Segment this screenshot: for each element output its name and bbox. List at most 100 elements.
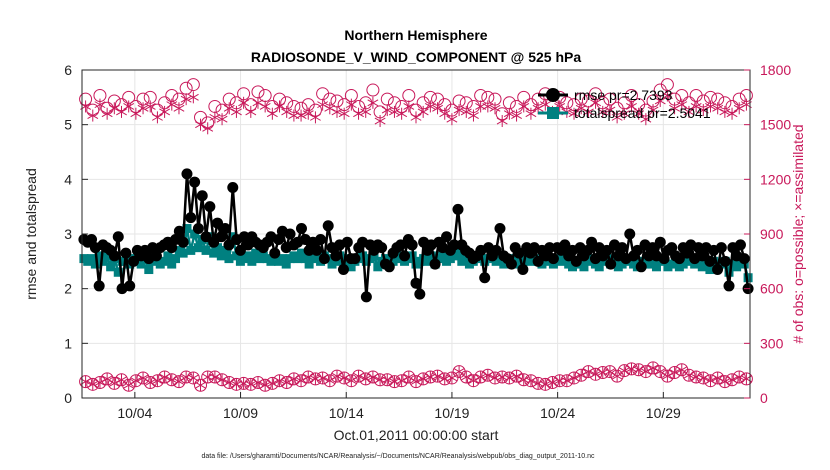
totalspread-point — [705, 265, 715, 275]
rmse-point — [200, 231, 212, 243]
assimilated-lower-point — [245, 378, 257, 391]
assimilated-point — [626, 100, 637, 113]
y-axis-label: rmse and totalspread — [23, 168, 39, 300]
x-tick-label: 10/09 — [223, 405, 258, 421]
assimilated-point — [618, 107, 630, 120]
assimilated-point — [381, 104, 393, 117]
totalspread-point — [87, 254, 97, 264]
totalspread-point — [190, 229, 200, 239]
assimilated-point — [396, 107, 408, 120]
assimilated-point — [123, 100, 135, 113]
assimilated-point — [446, 113, 458, 126]
rmse-point — [494, 223, 506, 235]
y-tick-label: 6 — [64, 62, 72, 78]
rmse-point — [647, 242, 659, 254]
rmse-point — [544, 242, 556, 254]
rmse-point — [513, 247, 525, 259]
rmse-point — [349, 253, 361, 265]
assimilated-point — [202, 122, 214, 135]
totalspread-point — [201, 245, 211, 255]
x-axis-label: Oct.01,2011 00:00:00 start — [334, 427, 499, 443]
assimilated-point — [216, 113, 228, 126]
assimilated-point — [568, 107, 580, 120]
totalspread-point — [426, 251, 436, 261]
totalspread-point — [171, 254, 181, 264]
y2-tick-label: 900 — [760, 226, 784, 242]
assimilated-lower-point — [144, 376, 156, 389]
assimilated-point — [482, 100, 494, 113]
assimilated-point — [187, 91, 199, 104]
rmse-point — [120, 247, 132, 259]
rmse-point — [505, 258, 517, 270]
assimilated-lower-point — [733, 371, 745, 384]
rmse-point — [337, 264, 349, 276]
assimilated-point — [676, 98, 688, 111]
rmse-point — [108, 250, 120, 262]
assimilated-point — [130, 107, 142, 120]
rmse-point — [692, 242, 704, 254]
assimilated-lower-point — [611, 370, 623, 383]
assimilated-lower-point — [360, 372, 372, 385]
assimilated-lower-point — [525, 374, 537, 387]
assimilated-lower-point — [705, 374, 716, 387]
rmse-point — [212, 217, 224, 229]
rmse-point — [490, 244, 502, 256]
rmse-point — [559, 239, 571, 251]
assimilated-lower-point — [676, 363, 688, 376]
assimilated-lower-point — [87, 378, 99, 391]
totalspread-point — [94, 251, 104, 261]
rmse-point — [227, 182, 239, 194]
assimilated-point — [633, 107, 645, 120]
assimilated-point — [518, 100, 530, 113]
y2-tick-label: 0 — [760, 390, 768, 406]
totalspread-point — [167, 259, 177, 269]
rmse-point — [570, 255, 582, 267]
y2-tick-label: 600 — [760, 281, 784, 297]
totalspread-point — [743, 273, 753, 283]
totalspread-point — [281, 259, 291, 269]
y-tick-label: 2 — [64, 281, 72, 297]
rmse-point — [586, 236, 598, 248]
rmse-point — [192, 223, 204, 235]
totalspread-point — [247, 256, 257, 266]
assimilated-lower-point — [496, 371, 508, 384]
rmse-point — [311, 244, 323, 256]
assimilated-lower-point — [331, 370, 343, 383]
assimilated-point — [726, 107, 738, 120]
assimilated-lower-point — [503, 371, 515, 384]
rmse-point — [273, 233, 285, 245]
assimilated-lower-point — [489, 371, 501, 384]
rmse-point — [181, 168, 193, 180]
assimilated-point — [173, 102, 185, 115]
assimilated-lower-point — [266, 377, 278, 390]
rmse-point — [128, 255, 140, 267]
assimilated-lower-point — [309, 372, 321, 385]
assimilated-point — [338, 107, 350, 120]
assimilated-lower-point — [302, 371, 314, 384]
assimilated-point — [295, 109, 307, 122]
totalspread-point — [514, 256, 524, 266]
chart-title: Northern Hemisphere — [344, 27, 487, 43]
y2-axis-label: # of obs: o=possible; ×=assimilated — [790, 124, 806, 343]
totalspread-point — [106, 262, 116, 272]
totalspread-point — [579, 262, 589, 272]
assimilated-point — [353, 107, 364, 120]
assimilated-point — [410, 111, 422, 124]
rmse-point — [189, 176, 201, 188]
assimilated-lower-point — [561, 374, 573, 387]
totalspread-point — [193, 243, 203, 253]
rmse-point — [654, 236, 666, 248]
legend-spread-marker — [547, 107, 559, 119]
assimilated-point — [331, 105, 343, 118]
assimilated-lower-point — [259, 379, 271, 392]
rmse-point — [658, 253, 670, 265]
assimilated-lower-point — [475, 371, 487, 384]
assimilated-lower-point — [159, 371, 171, 384]
rmse-point — [376, 242, 388, 254]
rmse-point — [643, 250, 655, 262]
assimilated-point — [209, 111, 221, 124]
assimilated-point — [238, 96, 250, 109]
totalspread-point — [266, 256, 276, 266]
rmse-point — [624, 228, 636, 240]
assimilated-lower-point — [417, 372, 429, 385]
